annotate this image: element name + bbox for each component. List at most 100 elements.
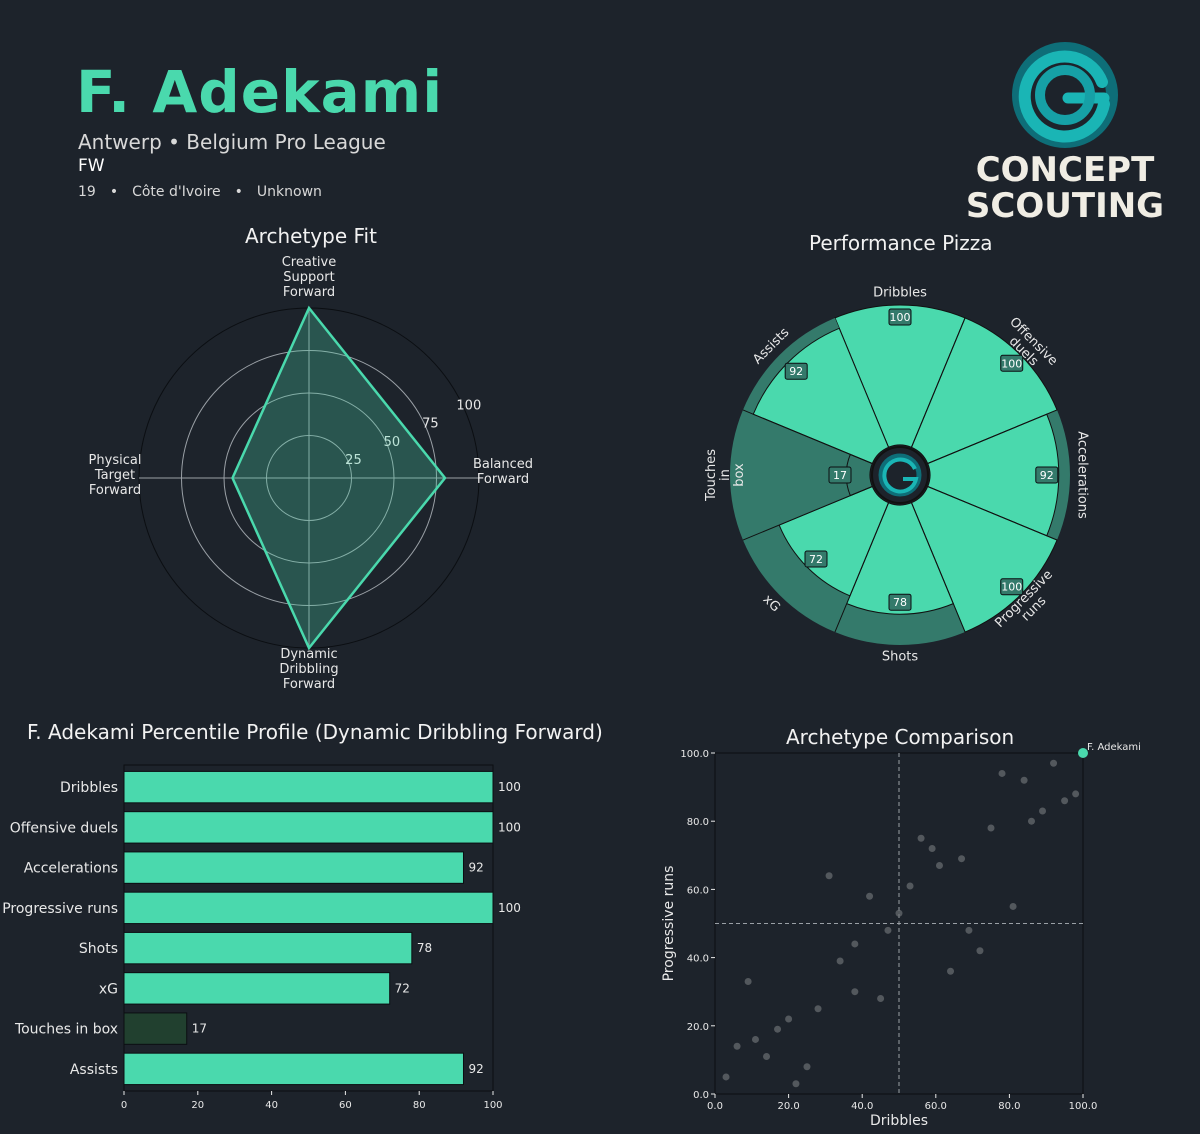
bar-category-label: Shots: [79, 941, 118, 957]
scatter-y-tick-label: 100.0: [680, 749, 709, 760]
scatter-point: [825, 872, 833, 880]
scatter-highlight-point: [1078, 748, 1088, 758]
pizza-value-label: 100: [1001, 581, 1022, 594]
brand-line-1: CONCEPT: [975, 150, 1155, 190]
player-position: FW: [78, 156, 105, 176]
pizza-value-label: 100: [890, 311, 911, 324]
pizza-divider: [742, 486, 873, 541]
pizza-divider: [834, 502, 889, 633]
pizza-slice-background: [730, 409, 873, 541]
scatter-point: [763, 1052, 771, 1060]
scatter-point: [722, 1073, 730, 1081]
scatter-point: [814, 1005, 822, 1013]
bar-title: F. Adekami Percentile Profile (Dynamic D…: [27, 720, 603, 744]
brand-wordmark: CONCEPT SCOUTING: [960, 152, 1170, 224]
scatter-point: [851, 940, 859, 948]
bar-x-tick-label: 0: [121, 1100, 127, 1111]
bar-value-label: 92: [468, 861, 483, 875]
scatter-x-tick-label: 40.0: [851, 1101, 873, 1112]
radar-tick-label: 25: [345, 453, 362, 468]
bar: [123, 891, 494, 925]
pizza-value-badge: [1035, 466, 1059, 484]
scatter-point: [1009, 902, 1017, 910]
pizza-value-badge: [1000, 354, 1024, 372]
scatter-x-tick-label: 80.0: [998, 1101, 1020, 1112]
radar-axis-label: Creative Support Forward: [282, 255, 337, 300]
scatter-point: [877, 995, 885, 1003]
scatter-point: [1039, 807, 1047, 815]
scatter-point: [965, 926, 973, 934]
pizza-slice-value: [846, 502, 954, 615]
pizza-slice-value: [927, 413, 1060, 537]
pizza-slice-value: [910, 317, 1058, 465]
bar: [123, 931, 413, 965]
scatter-y-tick-label: 40.0: [687, 954, 709, 965]
scatter-point: [958, 855, 966, 863]
bar-value-label: 100: [498, 820, 521, 834]
scatter-highlight-label: F. Adekami: [1087, 742, 1141, 753]
bar-value-label: 100: [498, 901, 521, 915]
scatter-x-tick-label: 100.0: [1069, 1101, 1098, 1112]
pizza-divider: [911, 317, 966, 448]
pizza-category-label: xG: [760, 592, 783, 615]
pizza-value-label: 17: [833, 469, 847, 482]
scatter-point: [884, 926, 892, 934]
archetype-radar-chart: 25 50 75 100 Creative Support Forward Balanced F…: [89, 255, 534, 692]
bar-value-label: 17: [192, 1022, 207, 1036]
scatter-point: [976, 947, 984, 955]
scatter-point: [836, 957, 844, 965]
scatter-y-tick-label: 0.0: [693, 1090, 709, 1101]
scatter-point: [744, 977, 752, 985]
pizza-divider: [927, 486, 1058, 541]
pizza-value-label: 72: [809, 553, 823, 566]
bar-value-label: 92: [468, 1062, 483, 1076]
pizza-slice-value: [910, 485, 1058, 633]
player-foot: Unknown: [256, 184, 322, 200]
scatter-y-tick-label: 80.0: [687, 817, 709, 828]
pizza-value-badge: [804, 550, 828, 568]
bar: [123, 851, 464, 884]
scatter-y-tick-label: 60.0: [687, 885, 709, 896]
brand-line-2: SCOUTING: [965, 186, 1165, 226]
bar-category-label: Offensive duels: [10, 820, 118, 836]
pizza-value-badge: [1000, 578, 1024, 596]
scatter-point: [1050, 759, 1058, 767]
separator: •: [234, 184, 243, 200]
scatter-point: [935, 862, 943, 870]
bar-category-label: Assists: [70, 1062, 118, 1078]
scatter-x-tick-label: 60.0: [925, 1101, 947, 1112]
pizza-value-label: 92: [1040, 469, 1054, 482]
bar: [123, 1012, 188, 1045]
radar-tick-label: 75: [422, 417, 439, 432]
scatter-point: [733, 1042, 741, 1050]
scatter-point: [906, 882, 914, 890]
pizza-value-label: 78: [893, 596, 907, 609]
pizza-value-badge: [784, 362, 808, 380]
bar-x-tick-label: 80: [413, 1100, 426, 1111]
separator: •: [109, 184, 119, 200]
bar-x-tick-label: 40: [265, 1100, 278, 1111]
scatter-x-tick-label: 20.0: [777, 1101, 799, 1112]
radar-tick-label: 50: [384, 435, 401, 450]
radar-axis-label: Dynamic Dribbling Forward: [279, 647, 338, 692]
scatter-point: [928, 844, 936, 852]
scatter-point: [866, 892, 874, 900]
pizza-category-label: Accelerations: [1075, 431, 1090, 519]
scatter-x-axis-label: Dribbles: [870, 1113, 928, 1129]
bar-x-tick-label: 100: [483, 1100, 502, 1111]
pizza-value-label: 92: [789, 365, 803, 378]
pizza-divider: [927, 409, 1058, 464]
pizza-value-badge: [888, 593, 912, 611]
scatter-point: [947, 967, 955, 975]
bar-category-label: Dribbles: [60, 780, 118, 796]
bar-value-label: 100: [498, 780, 521, 794]
pizza-divider: [911, 502, 966, 633]
pizza-title: Performance Pizza: [809, 231, 993, 255]
pizza-slice-value: [752, 327, 890, 465]
scatter-point: [792, 1080, 800, 1088]
scatter-point: [987, 824, 995, 832]
pizza-value-label: 100: [1001, 357, 1022, 370]
player-age: 19: [78, 184, 96, 200]
scatter-point: [1072, 790, 1080, 798]
percentile-bar-chart: Dribbles 100 Offensive duels 100 Acceleratio…: [2, 764, 521, 1111]
